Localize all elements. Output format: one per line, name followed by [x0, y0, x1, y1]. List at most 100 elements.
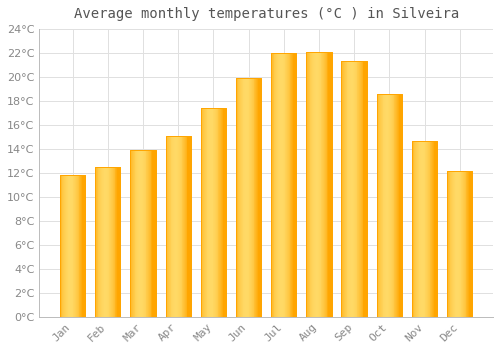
Bar	[68, 175, 70, 317]
Bar	[80, 175, 81, 317]
Bar	[60, 175, 86, 317]
Bar	[143, 150, 144, 317]
Bar	[218, 108, 220, 317]
Bar	[210, 108, 211, 317]
Bar	[200, 108, 202, 317]
Bar	[95, 167, 120, 317]
Bar	[153, 150, 154, 317]
Bar	[414, 141, 416, 317]
Bar	[250, 78, 251, 317]
Bar	[66, 175, 67, 317]
Bar	[390, 94, 391, 317]
Bar	[426, 141, 427, 317]
Bar	[395, 94, 396, 317]
Bar	[330, 52, 331, 317]
Bar	[388, 94, 390, 317]
Bar	[142, 150, 143, 317]
Bar	[365, 62, 366, 317]
Bar	[310, 52, 312, 317]
Bar	[396, 94, 397, 317]
Bar	[254, 78, 256, 317]
Bar	[182, 136, 184, 317]
Bar	[418, 141, 420, 317]
Bar	[385, 94, 386, 317]
Bar	[113, 167, 114, 317]
Bar	[283, 53, 284, 317]
Bar	[116, 167, 117, 317]
Bar	[466, 170, 468, 317]
Bar	[361, 62, 362, 317]
Bar	[62, 175, 64, 317]
Bar	[456, 170, 457, 317]
Bar	[284, 53, 286, 317]
Bar	[354, 62, 355, 317]
Bar	[251, 78, 252, 317]
Bar	[293, 53, 294, 317]
Bar	[416, 141, 417, 317]
Bar	[448, 170, 450, 317]
Bar	[166, 136, 191, 317]
Bar	[140, 150, 141, 317]
Bar	[149, 150, 150, 317]
Bar	[453, 170, 454, 317]
Bar	[139, 150, 140, 317]
Bar	[355, 62, 356, 317]
Bar	[204, 108, 205, 317]
Bar	[272, 53, 273, 317]
Bar	[244, 78, 245, 317]
Bar	[313, 52, 314, 317]
Bar	[236, 78, 237, 317]
Bar	[174, 136, 175, 317]
Bar	[96, 167, 97, 317]
Bar	[394, 94, 396, 317]
Bar	[82, 175, 83, 317]
Bar	[342, 62, 367, 317]
Bar	[240, 78, 241, 317]
Bar	[398, 94, 400, 317]
Bar	[119, 167, 120, 317]
Bar	[216, 108, 218, 317]
Bar	[70, 175, 71, 317]
Bar	[360, 62, 361, 317]
Bar	[306, 52, 307, 317]
Bar	[463, 170, 464, 317]
Bar	[280, 53, 281, 317]
Bar	[117, 167, 118, 317]
Bar	[448, 170, 449, 317]
Bar	[350, 62, 351, 317]
Bar	[412, 141, 437, 317]
Bar	[464, 170, 465, 317]
Bar	[258, 78, 260, 317]
Bar	[309, 52, 310, 317]
Bar	[247, 78, 248, 317]
Bar	[391, 94, 392, 317]
Bar	[147, 150, 148, 317]
Bar	[168, 136, 169, 317]
Bar	[82, 175, 84, 317]
Bar	[346, 62, 348, 317]
Bar	[150, 150, 152, 317]
Bar	[392, 94, 394, 317]
Bar	[102, 167, 104, 317]
Bar	[289, 53, 290, 317]
Bar	[71, 175, 72, 317]
Bar	[460, 170, 462, 317]
Bar	[146, 150, 148, 317]
Bar	[366, 62, 367, 317]
Bar	[176, 136, 178, 317]
Bar	[447, 170, 448, 317]
Bar	[131, 150, 132, 317]
Bar	[434, 141, 436, 317]
Bar	[362, 62, 364, 317]
Bar	[400, 94, 401, 317]
Bar	[379, 94, 380, 317]
Bar	[130, 150, 156, 317]
Bar	[180, 136, 182, 317]
Bar	[306, 52, 332, 317]
Bar	[320, 52, 322, 317]
Bar	[152, 150, 153, 317]
Bar	[211, 108, 212, 317]
Bar	[422, 141, 423, 317]
Bar	[134, 150, 136, 317]
Bar	[294, 53, 295, 317]
